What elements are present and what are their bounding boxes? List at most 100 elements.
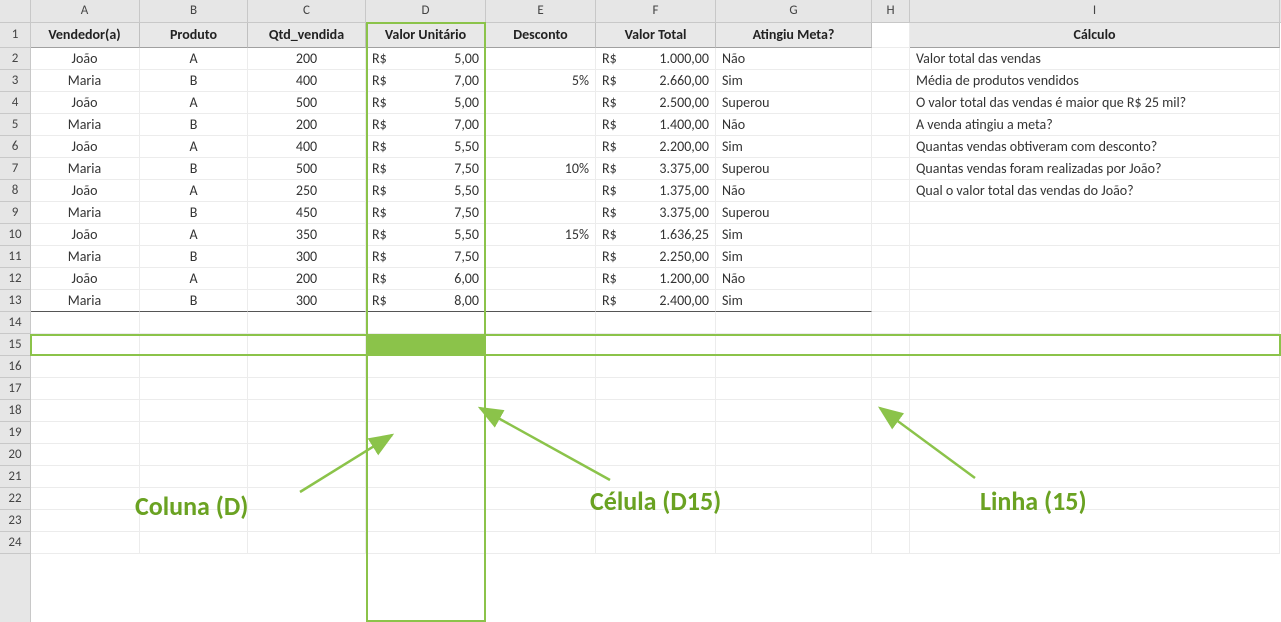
cell-H14[interactable] xyxy=(872,312,910,334)
row-header-15[interactable]: 15 xyxy=(0,334,30,356)
cell-F24[interactable] xyxy=(596,532,716,554)
column-header-F[interactable]: F xyxy=(596,0,716,22)
cell-G13[interactable]: Sim xyxy=(716,290,872,312)
cell-B1[interactable]: Produto xyxy=(140,22,248,48)
cell-F18[interactable] xyxy=(596,400,716,422)
cell-D23[interactable] xyxy=(366,510,486,532)
row-header-7[interactable]: 7 xyxy=(0,158,30,180)
row-header-13[interactable]: 13 xyxy=(0,290,30,312)
cell-C11[interactable]: 300 xyxy=(248,246,366,268)
cell-I7[interactable]: Quantas vendas foram realizadas por João… xyxy=(910,158,1280,180)
cell-I10[interactable] xyxy=(910,224,1280,246)
cell-C4[interactable]: 500 xyxy=(248,92,366,114)
cell-I13[interactable] xyxy=(910,290,1280,312)
cell-B7[interactable]: B xyxy=(140,158,248,180)
cell-E3[interactable]: 5% xyxy=(486,70,596,92)
cell-G19[interactable] xyxy=(716,422,872,444)
cell-F20[interactable] xyxy=(596,444,716,466)
cell-E7[interactable]: 10% xyxy=(486,158,596,180)
cell-I4[interactable]: O valor total das vendas é maior que R$ … xyxy=(910,92,1280,114)
cell-F9[interactable]: R$3.375,00 xyxy=(596,202,716,224)
cell-F17[interactable] xyxy=(596,378,716,400)
cell-B12[interactable]: A xyxy=(140,268,248,290)
cell-H3[interactable] xyxy=(872,70,910,92)
row-header-17[interactable]: 17 xyxy=(0,378,30,400)
row-header-9[interactable]: 9 xyxy=(0,202,30,224)
cell-F10[interactable]: R$1.636,25 xyxy=(596,224,716,246)
row-header-16[interactable]: 16 xyxy=(0,356,30,378)
cell-B18[interactable] xyxy=(140,400,248,422)
row-header-18[interactable]: 18 xyxy=(0,400,30,422)
cell-A3[interactable]: Maria xyxy=(30,70,140,92)
cell-G5[interactable]: Não xyxy=(716,114,872,136)
cell-H1[interactable] xyxy=(872,22,910,48)
column-header-E[interactable]: E xyxy=(486,0,596,22)
cell-H15[interactable] xyxy=(872,334,910,356)
cell-E6[interactable] xyxy=(486,136,596,158)
cell-B22[interactable] xyxy=(140,488,248,510)
cell-A11[interactable]: Maria xyxy=(30,246,140,268)
cell-G21[interactable] xyxy=(716,466,872,488)
cell-A6[interactable]: João xyxy=(30,136,140,158)
column-header-H[interactable]: H xyxy=(872,0,910,22)
cell-C3[interactable]: 400 xyxy=(248,70,366,92)
cell-C23[interactable] xyxy=(248,510,366,532)
cell-E20[interactable] xyxy=(486,444,596,466)
cell-I23[interactable] xyxy=(910,510,1280,532)
cell-C10[interactable]: 350 xyxy=(248,224,366,246)
cell-F16[interactable] xyxy=(596,356,716,378)
cell-D6[interactable]: R$5,50 xyxy=(366,136,486,158)
cell-A9[interactable]: Maria xyxy=(30,202,140,224)
cell-G4[interactable]: Superou xyxy=(716,92,872,114)
cell-C2[interactable]: 200 xyxy=(248,48,366,70)
cell-B21[interactable] xyxy=(140,466,248,488)
cell-C16[interactable] xyxy=(248,356,366,378)
cell-F13[interactable]: R$2.400,00 xyxy=(596,290,716,312)
row-header-10[interactable]: 10 xyxy=(0,224,30,246)
cell-B2[interactable]: A xyxy=(140,48,248,70)
cell-D14[interactable] xyxy=(366,312,486,334)
cell-E15[interactable] xyxy=(486,334,596,356)
cell-H17[interactable] xyxy=(872,378,910,400)
cell-G14[interactable] xyxy=(716,312,872,334)
cell-D11[interactable]: R$7,50 xyxy=(366,246,486,268)
column-header-I[interactable]: I xyxy=(910,0,1280,22)
cell-G11[interactable]: Sim xyxy=(716,246,872,268)
row-header-11[interactable]: 11 xyxy=(0,246,30,268)
row-header-21[interactable]: 21 xyxy=(0,466,30,488)
cell-A8[interactable]: João xyxy=(30,180,140,202)
cell-D7[interactable]: R$7,50 xyxy=(366,158,486,180)
cell-B14[interactable] xyxy=(140,312,248,334)
cell-C17[interactable] xyxy=(248,378,366,400)
cell-H9[interactable] xyxy=(872,202,910,224)
cell-I21[interactable] xyxy=(910,466,1280,488)
cell-I11[interactable] xyxy=(910,246,1280,268)
cell-H11[interactable] xyxy=(872,246,910,268)
cell-F14[interactable] xyxy=(596,312,716,334)
cell-E10[interactable]: 15% xyxy=(486,224,596,246)
cell-B23[interactable] xyxy=(140,510,248,532)
row-header-6[interactable]: 6 xyxy=(0,136,30,158)
cell-I17[interactable] xyxy=(910,378,1280,400)
cell-E9[interactable] xyxy=(486,202,596,224)
cell-D2[interactable]: R$5,00 xyxy=(366,48,486,70)
cell-B11[interactable]: B xyxy=(140,246,248,268)
cell-C18[interactable] xyxy=(248,400,366,422)
cell-I16[interactable] xyxy=(910,356,1280,378)
cell-H8[interactable] xyxy=(872,180,910,202)
cell-F8[interactable]: R$1.375,00 xyxy=(596,180,716,202)
row-header-12[interactable]: 12 xyxy=(0,268,30,290)
cell-E22[interactable] xyxy=(486,488,596,510)
cell-D10[interactable]: R$5,50 xyxy=(366,224,486,246)
cell-A2[interactable]: João xyxy=(30,48,140,70)
cell-A4[interactable]: João xyxy=(30,92,140,114)
cell-A24[interactable] xyxy=(30,532,140,554)
row-header-24[interactable]: 24 xyxy=(0,532,30,554)
cell-B15[interactable] xyxy=(140,334,248,356)
cell-B10[interactable]: A xyxy=(140,224,248,246)
cell-G8[interactable]: Não xyxy=(716,180,872,202)
cell-I1[interactable]: Cálculo xyxy=(910,22,1280,48)
cell-E24[interactable] xyxy=(486,532,596,554)
cell-F7[interactable]: R$3.375,00 xyxy=(596,158,716,180)
cell-D20[interactable] xyxy=(366,444,486,466)
